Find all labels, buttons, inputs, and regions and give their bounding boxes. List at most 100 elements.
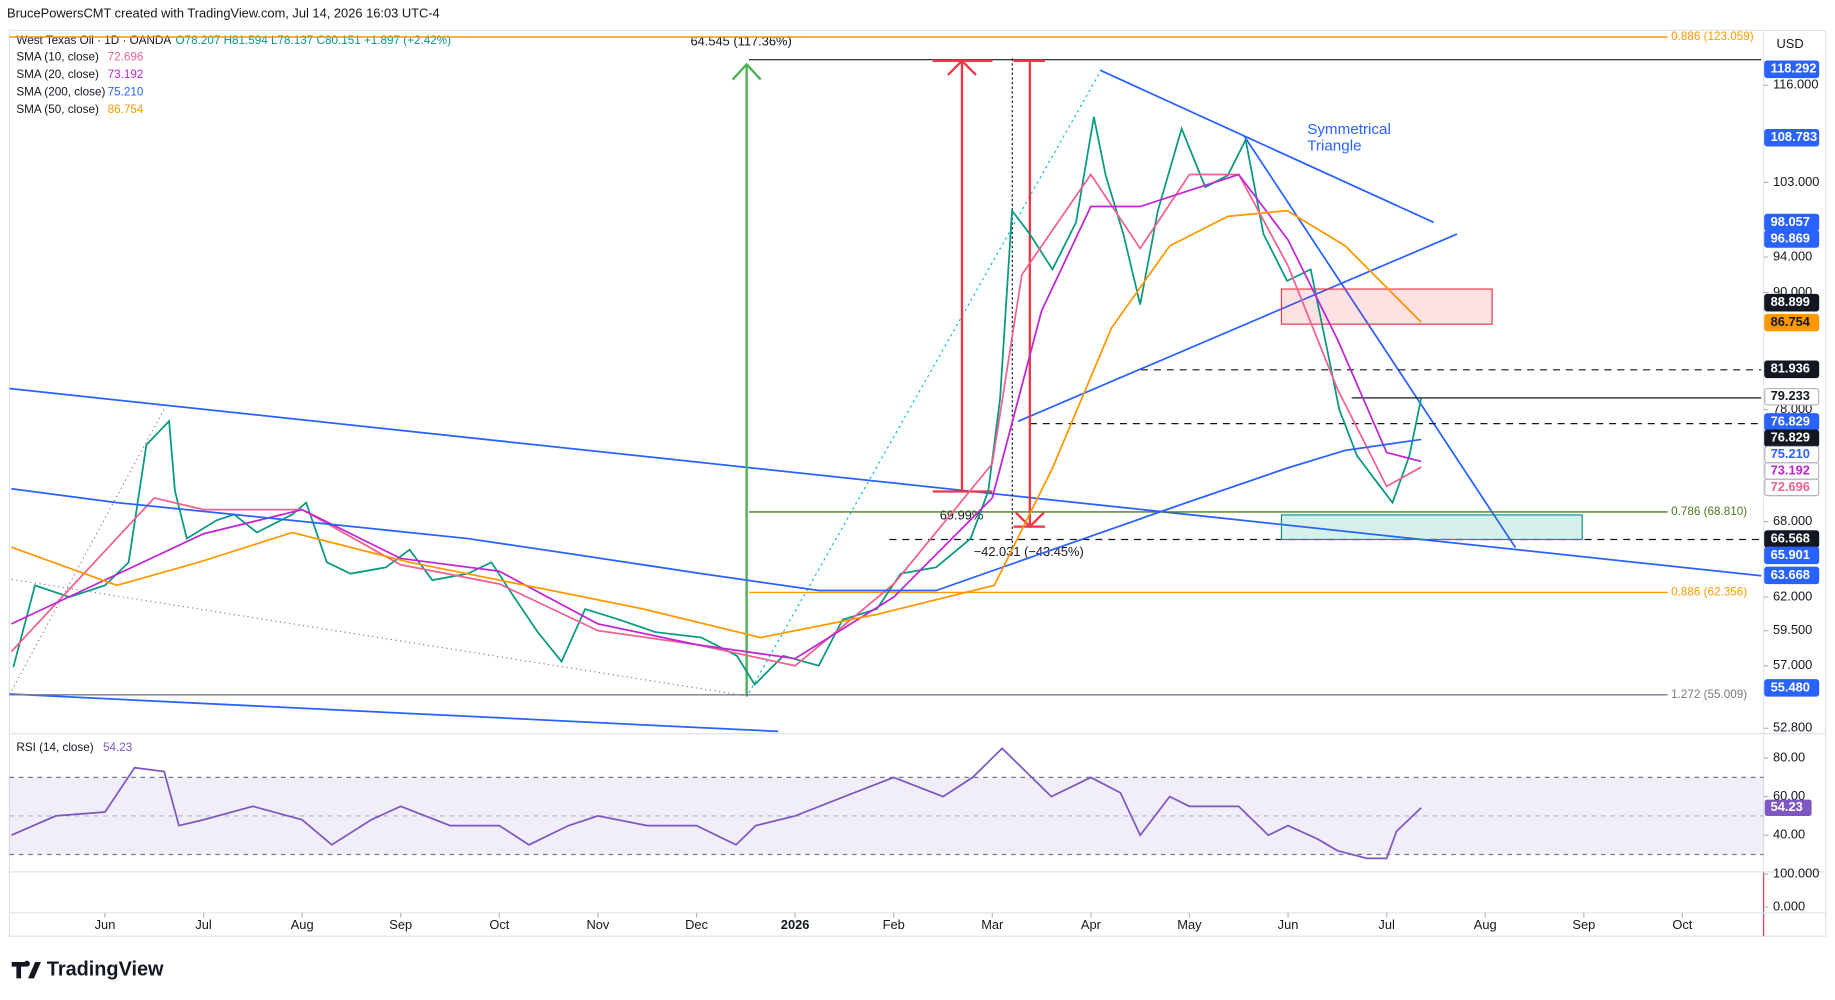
price-label: 79.233 <box>1771 388 1810 403</box>
triangle-upper <box>1099 69 1434 224</box>
logo-text: TradingView <box>47 958 164 980</box>
fib-label: 0.786 (68.810) <box>1671 505 1747 518</box>
fib-label: 0.886 (62.356) <box>1671 586 1747 599</box>
logo: TradingView <box>11 958 164 980</box>
plot-area <box>9 36 1668 696</box>
legend-label: SMA (10, close) <box>16 50 99 63</box>
drawings <box>9 58 1762 733</box>
x-tick-label: Apr <box>1081 917 1102 932</box>
x-tick-label: Jul <box>1378 917 1394 932</box>
sma-line <box>10 172 1422 667</box>
fib-label: 1.272 (55.009) <box>1671 688 1747 701</box>
rsi-value: 54.23 <box>1771 799 1803 814</box>
trendline <box>1243 135 1517 549</box>
x-tick-label: Jun <box>1278 917 1299 932</box>
x-tick-label: Oct <box>1672 917 1692 932</box>
y-tick-label: 40.00 <box>1773 827 1805 842</box>
price-label-box <box>1764 546 1820 565</box>
pattern-label: Triangle <box>1307 137 1361 154</box>
y-tick-label: 59.500 <box>1773 622 1812 637</box>
price-label: 76.829 <box>1771 430 1810 445</box>
y-tick-label: 100.000 <box>1773 866 1819 881</box>
price-label-box <box>1764 128 1820 147</box>
fib-label: 0.886 (123.059) <box>1671 30 1754 43</box>
y-tick-label: 57.000 <box>1773 657 1812 672</box>
price-label: 81.936 <box>1771 361 1810 376</box>
price-label: 118.292 <box>1771 61 1817 76</box>
price-label: 75.210 <box>1771 446 1810 461</box>
price-label-box <box>1764 60 1820 79</box>
x-tick-label: Mar <box>981 917 1004 932</box>
price-label-box <box>1764 387 1820 406</box>
price-label: 86.754 <box>1771 314 1811 329</box>
price-label: 108.783 <box>1771 129 1817 144</box>
price-label-box <box>1764 293 1820 312</box>
sma-line <box>10 173 1422 660</box>
arrow-head <box>731 62 762 81</box>
x-tick-label: 2026 <box>781 917 810 932</box>
x-tick-label: Jul <box>195 917 211 932</box>
x-tick-label: Feb <box>883 917 905 932</box>
sma-line <box>11 438 1422 592</box>
y-tick-label: 116.000 <box>1773 77 1819 92</box>
pattern-label: Symmetrical <box>1307 121 1391 138</box>
legend-value: 72.696 <box>108 50 144 63</box>
ohlc: O78.207 H81.594 L78.137 C80.151 +1.897 (… <box>176 34 452 47</box>
dotted-line <box>11 409 165 691</box>
price-label: 66.568 <box>1771 530 1810 545</box>
x-tick-label: Sep <box>1572 917 1595 932</box>
legend-label: SMA (50, close) <box>16 103 99 116</box>
price-label: 76.829 <box>1771 413 1810 428</box>
rsi-value-box <box>1764 799 1812 816</box>
sma-line <box>11 209 1422 639</box>
y-tick-label: 68.000 <box>1773 513 1812 528</box>
support-zone <box>1280 514 1583 541</box>
x-tick-label: Dec <box>685 917 708 932</box>
y-tick-label: 60.00 <box>1773 788 1805 803</box>
legend-label: SMA (200, close) <box>16 86 105 99</box>
gain-label: 64.545 (117.36%) <box>690 34 791 49</box>
x-tick-label: May <box>1177 917 1202 932</box>
x-tick-label: Sep <box>389 917 412 932</box>
triangle-lower <box>1017 233 1458 423</box>
price-label: 98.057 <box>1771 214 1810 229</box>
x-tick-label: Nov <box>586 917 609 932</box>
x-tick-label: Oct <box>489 917 509 932</box>
y-tick-label: 80.00 <box>1773 749 1805 764</box>
y-tick-label: 52.800 <box>1773 720 1812 735</box>
price-label-box <box>1764 360 1820 379</box>
legend-value: 86.754 <box>108 103 144 116</box>
price-label-box <box>1764 313 1820 332</box>
price-label-box <box>1764 478 1820 497</box>
price-label: 55.480 <box>1771 679 1810 694</box>
trendline <box>9 693 779 733</box>
rsi-line <box>11 747 1422 860</box>
price-label: 73.192 <box>1771 462 1810 477</box>
trendline <box>9 387 1762 577</box>
currency: USD <box>1776 36 1803 51</box>
dotted-line <box>748 67 1103 694</box>
drop-label: −42.031 (−43.45%) <box>974 544 1084 559</box>
price-label-box <box>1764 230 1820 248</box>
x-tick-label: Aug <box>291 917 314 932</box>
rsi-legend: RSI (14, close) <box>16 741 93 754</box>
x-tick-label: Jun <box>95 917 116 932</box>
logo-mark <box>11 960 41 979</box>
y-tick-label: 103.000 <box>1773 174 1819 189</box>
price-label: 63.668 <box>1771 567 1810 582</box>
legend-value: 75.210 <box>108 86 144 99</box>
price-label: 88.899 <box>1771 294 1810 309</box>
credit: BrucePowersCMT created with TradingView.… <box>7 5 440 20</box>
rsi-legend-value: 54.23 <box>103 741 132 754</box>
price-label: 96.869 <box>1771 230 1810 245</box>
symbol: West Texas Oil · 1D · OANDA <box>16 34 171 47</box>
frame <box>8 29 1827 937</box>
price-label: 72.696 <box>1771 479 1810 494</box>
y-tick-label: 94.000 <box>1773 248 1812 263</box>
legend-value: 73.192 <box>108 68 144 81</box>
resistance-zone <box>1280 288 1493 325</box>
x-tick-label: Aug <box>1474 917 1497 932</box>
